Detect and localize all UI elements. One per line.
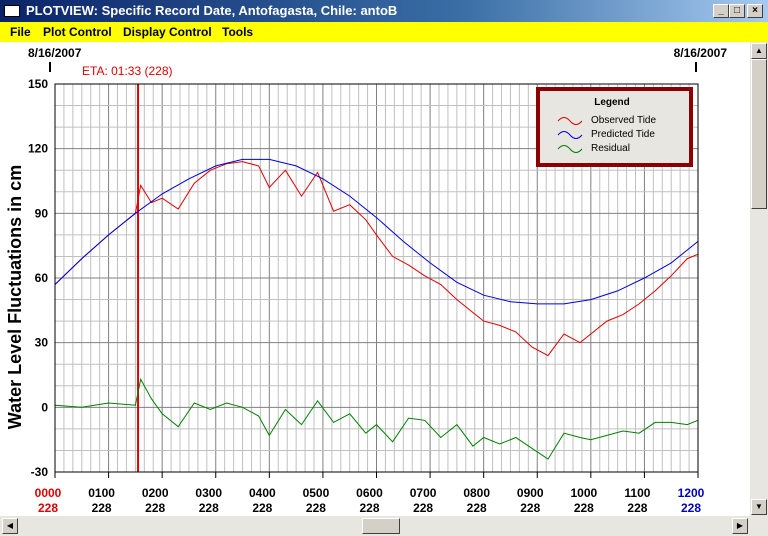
plot-area: -30 0 30 60 90 120 150 0000 228 0100 228 0200 228 03… xyxy=(0,42,750,516)
vertical-scrollbar[interactable]: ▲ ▼ xyxy=(750,42,768,516)
legend: Legend Observed Tide Predicted Tide Resi… xyxy=(536,87,693,167)
menu-display-control[interactable]: Display Control xyxy=(123,25,212,39)
horizontal-scroll-thumb[interactable] xyxy=(362,518,400,534)
legend-box xyxy=(536,87,693,167)
scroll-right-arrow-icon[interactable]: ▶ xyxy=(732,518,748,534)
x-tick-time: 0500 xyxy=(303,486,330,500)
x-tick-day: 228 xyxy=(252,501,272,515)
x-tick-day: 228 xyxy=(681,501,701,515)
x-tick-time: 0300 xyxy=(195,486,222,500)
y-axis-label: Water Level Fluctuations in cm xyxy=(5,165,25,429)
x-tick-time: 0800 xyxy=(463,486,490,500)
legend-swatch-observed xyxy=(557,117,583,125)
x-tick-day: 228 xyxy=(145,501,165,515)
series-predicted-tide xyxy=(54,158,699,305)
y-tick-label: 150 xyxy=(28,77,48,91)
series-observed-tide xyxy=(54,161,699,357)
eta-label: ETA: 01:33 (228) xyxy=(82,64,173,78)
x-tick-time: 1000 xyxy=(570,486,597,500)
legend-entry-residual: Residual xyxy=(591,143,630,154)
window-title: PLOTVIEW: Specific Record Date, Antofaga… xyxy=(26,3,398,18)
legend-entry-predicted: Predicted Tide xyxy=(591,129,655,140)
x-tick-day: 228 xyxy=(627,501,647,515)
horizontal-scrollbar[interactable]: ◀ ▶ xyxy=(0,516,768,536)
app-window-icon xyxy=(4,5,20,17)
y-tick-label: 0 xyxy=(41,400,48,414)
x-tick-day: 228 xyxy=(359,501,379,515)
x-tick-day: 228 xyxy=(199,501,219,515)
y-tick-label: 60 xyxy=(35,271,49,285)
x-tick-day: 228 xyxy=(413,501,433,515)
y-tick-label: 90 xyxy=(35,206,49,220)
minimize-button[interactable]: _ xyxy=(713,4,729,18)
chart-series xyxy=(54,158,699,460)
y-tick-label: 30 xyxy=(35,336,49,350)
maximize-button[interactable]: □ xyxy=(729,4,745,18)
legend-title: Legend xyxy=(594,97,630,108)
x-tick-time: 0400 xyxy=(249,486,276,500)
x-tick-time: 0000 xyxy=(35,486,62,500)
x-tick-day: 228 xyxy=(520,501,540,515)
vertical-scroll-thumb[interactable] xyxy=(751,59,767,209)
x-tick-time: 0700 xyxy=(410,486,437,500)
x-tick-day: 228 xyxy=(92,501,112,515)
close-button[interactable]: × xyxy=(747,4,763,18)
x-tick-day: 228 xyxy=(306,501,326,515)
legend-swatch-residual xyxy=(557,145,583,153)
scroll-down-arrow-icon[interactable]: ▼ xyxy=(751,499,767,515)
x-tick-time: 0200 xyxy=(142,486,169,500)
window-titlebar: PLOTVIEW: Specific Record Date, Antofaga… xyxy=(0,0,768,22)
x-tick-time: 0600 xyxy=(356,486,383,500)
x-tick-day: 228 xyxy=(574,501,594,515)
x-tick-day: 228 xyxy=(467,501,487,515)
date-left-label: 8/16/2007 xyxy=(28,46,82,60)
legend-swatch-predicted xyxy=(557,131,583,139)
x-axis-ticks: 0000228010022802002280300228040022805002… xyxy=(35,472,705,515)
x-tick-time: 1100 xyxy=(624,486,650,500)
x-tick-time: 0100 xyxy=(88,486,115,500)
legend-entry-observed: Observed Tide xyxy=(591,115,656,126)
scroll-left-arrow-icon[interactable]: ◀ xyxy=(2,518,18,534)
menu-plot-control[interactable]: Plot Control xyxy=(43,25,112,39)
series-residual xyxy=(54,377,699,460)
x-tick-day: 228 xyxy=(38,501,58,515)
scroll-up-arrow-icon[interactable]: ▲ xyxy=(751,43,767,59)
x-tick-time: 1200 xyxy=(678,486,705,500)
menu-bar: File Plot Control Display Control Tools xyxy=(0,22,768,42)
y-tick-label: -30 xyxy=(31,465,49,479)
y-tick-label: 120 xyxy=(28,142,48,156)
date-right-label: 8/16/2007 xyxy=(674,46,728,60)
x-tick-time: 0900 xyxy=(517,486,544,500)
menu-file[interactable]: File xyxy=(10,25,31,39)
menu-tools[interactable]: Tools xyxy=(222,25,254,39)
y-axis-ticks: -30 0 30 60 90 120 150 xyxy=(28,77,48,479)
